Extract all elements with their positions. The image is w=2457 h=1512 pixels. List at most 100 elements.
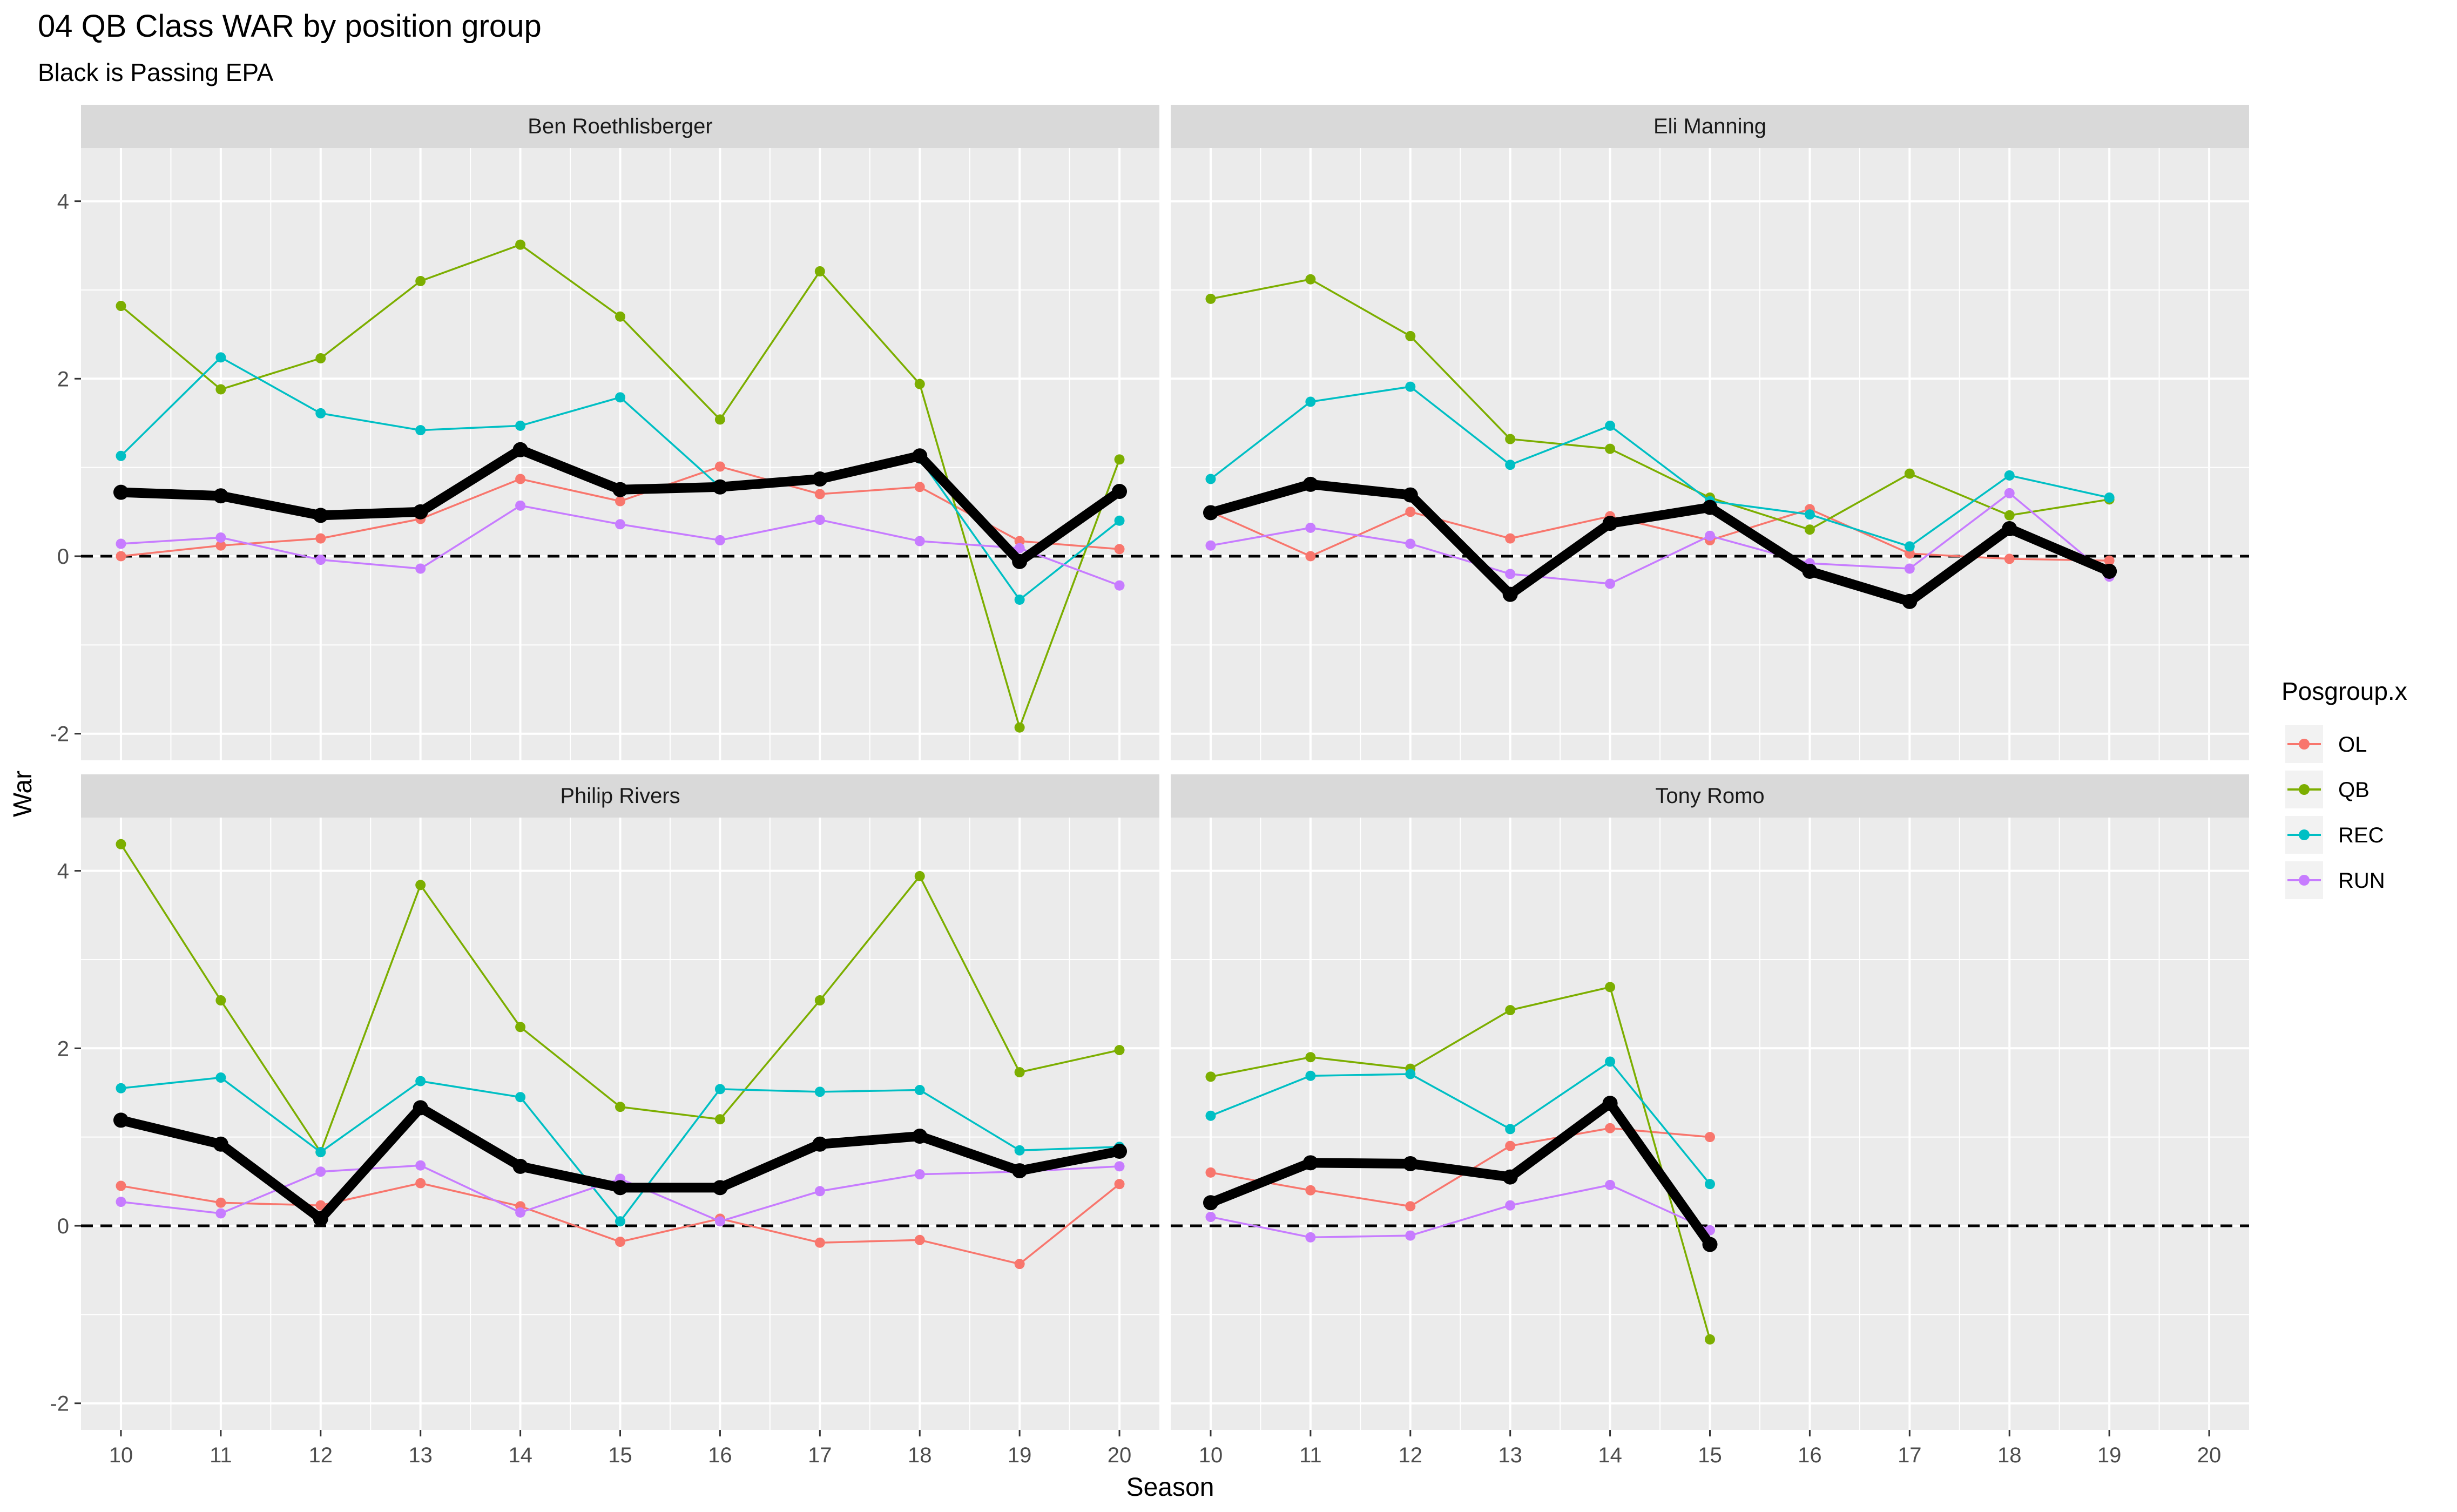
data-point-qb [914,379,925,389]
data-point-run [415,563,426,574]
data-point-rec [714,1084,725,1095]
epa-point [413,504,428,519]
data-point-run [215,532,226,543]
data-point-ol [1405,1201,1416,1212]
x-tick-label: 17 [808,1443,832,1467]
x-tick-label: 13 [408,1443,433,1467]
x-tick-label: 12 [1399,1443,1423,1467]
facet-strip-label: Philip Rivers [560,784,680,808]
data-point-run [1605,578,1616,589]
data-point-qb [116,839,126,849]
data-point-run [1114,1161,1125,1172]
epa-point [1112,1143,1128,1159]
data-point-qb [1014,1067,1025,1078]
panel-philip-rivers: Philip Rivers -2 0 2 4 10 11 12 13 14 15 16 17 18 19 20 [50,774,1159,1467]
legend-key-point [2299,784,2310,795]
epa-point [512,1158,528,1174]
data-point-rec [1705,1179,1715,1190]
panel-tony-romo: Tony Romo 10 11 12 13 14 15 16 17 18 19 20 [1171,774,2249,1467]
data-point-qb [1904,468,1915,479]
data-point-rec [315,1147,326,1158]
data-point-rec [1205,1110,1216,1121]
data-point-ol [914,1234,925,1245]
data-point-run [914,536,925,546]
data-point-run [315,555,326,565]
data-point-rec [1605,420,1616,431]
epa-point [1402,1156,1418,1171]
y-tick-label: 4 [57,190,69,214]
data-point-run [1305,522,1316,533]
series-line-qb [1210,986,1711,1340]
data-point-qb [1705,1334,1715,1345]
data-point-run [2004,488,2015,498]
epa-point [2002,521,2017,537]
data-point-run [1305,1232,1316,1243]
data-point-rec [615,392,625,403]
facet-strip [81,774,1159,818]
epa-point [113,484,129,500]
data-point-rec [1305,396,1316,407]
data-point-ol [615,1237,625,1247]
data-point-qb [116,301,126,312]
data-point-run [914,1169,925,1180]
epa-point [113,1112,129,1128]
epa-point [812,1136,828,1152]
x-tick-label: 14 [508,1443,532,1467]
data-point-qb [1014,722,1025,733]
data-point-rec [1305,1070,1316,1081]
data-point-qb [315,353,326,364]
data-point-qb [1605,982,1616,993]
data-point-rec [315,408,326,418]
facet-strip-label: Tony Romo [1655,784,1764,808]
data-point-rec [1205,474,1216,484]
data-point-ol [315,533,326,544]
data-point-ol [215,540,226,551]
data-point-run [315,1166,326,1177]
data-point-qb [1114,1045,1125,1056]
data-point-rec [116,1083,126,1094]
data-point-run [1205,540,1216,551]
series-line-rec [1210,386,2110,548]
y-tick-label: 2 [57,1037,69,1061]
data-point-qb [814,995,825,1006]
data-point-run [814,1186,825,1197]
epa-point [1602,1096,1618,1111]
legend-label: REC [2338,824,2384,847]
y-tick-label: -2 [50,1392,69,1416]
data-point-run [515,500,526,511]
epa-line [1205,1098,1715,1250]
legend-item-ol: OL [2285,725,2367,763]
data-point-ol [1605,1123,1616,1133]
facet-panels: Ben Roethlisberger -2 0 2 4 Eli Manning Philip… [50,105,2249,1467]
data-point-qb [1205,293,1216,304]
data-point-rec [1114,515,1125,526]
data-point-run [116,1197,126,1207]
legend-item-run: RUN [2285,861,2385,899]
data-point-ol [215,1197,226,1208]
x-tick-label: 18 [908,1443,932,1467]
epa-point [1012,554,1028,569]
data-point-ol [714,461,725,472]
epa-point [1502,586,1518,602]
epa-point [213,488,228,504]
data-point-qb [415,880,426,890]
data-point-rec [515,420,526,431]
data-point-qb [1505,434,1516,444]
epa-point [1802,563,1818,579]
data-point-ol [2004,554,2015,564]
data-point-rec [215,1072,226,1083]
data-point-qb [215,995,226,1006]
y-tick-label: 0 [57,1214,69,1238]
data-point-qb [415,276,426,287]
epa-point [1203,505,1218,521]
facet-strip [81,105,1159,148]
data-point-ol [116,1180,126,1191]
facet-strip [1171,105,2249,148]
series-line-run [1210,1184,1711,1239]
epa-point [1702,1237,1718,1252]
data-point-ol [1305,551,1316,562]
chart-subtitle: Black is Passing EPA [38,58,274,86]
epa-point [712,479,728,495]
y-tick-label: 0 [57,545,69,569]
x-tick-label: 20 [2197,1443,2222,1467]
